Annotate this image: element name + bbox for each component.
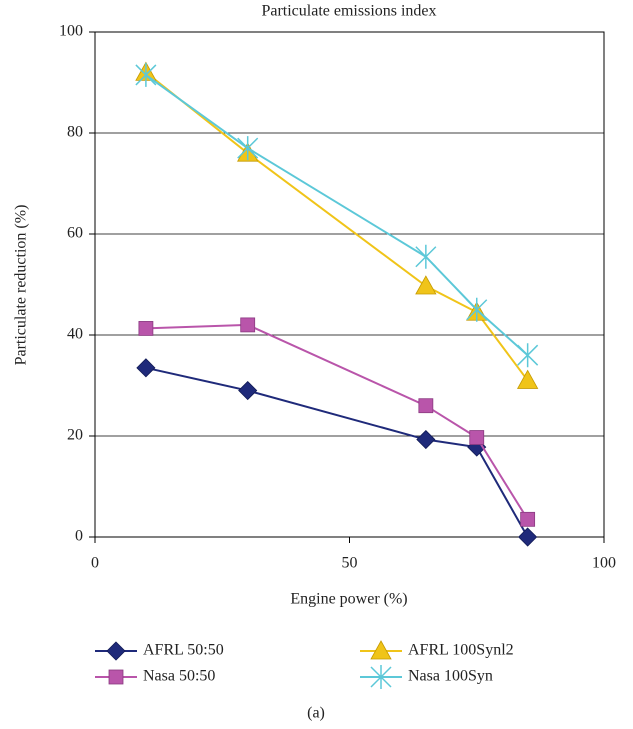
x-tick-label: 0 [91, 555, 99, 572]
data-point [517, 343, 539, 368]
y-tick-label: 40 [67, 326, 83, 343]
legend-marker [108, 669, 124, 685]
data-point [418, 398, 434, 414]
chart-title: Particulate emissions index [261, 3, 436, 20]
data-point [469, 430, 485, 445]
plot-frame [94, 31, 605, 538]
data-point [466, 297, 488, 322]
data-point [240, 317, 256, 333]
legend-label: Nasa 50:50 [143, 668, 215, 685]
data-point [415, 244, 437, 269]
series-line [145, 71, 529, 382]
y-tick-label: 20 [67, 427, 83, 444]
y-tick-label: 100 [59, 23, 83, 40]
y-tick-label: 60 [67, 225, 83, 242]
data-point [237, 136, 259, 161]
x-tick-label: 100 [592, 555, 616, 572]
data-point [520, 511, 536, 527]
series-line [145, 366, 529, 538]
data-point [518, 527, 538, 547]
x-axis-label: Engine power (%) [290, 591, 407, 608]
data-point [238, 380, 258, 401]
legend-marker [370, 640, 392, 660]
legend-marker [370, 665, 392, 689]
y-tick-label: 0 [75, 528, 83, 545]
y-axis-label: Particulate reduction (%) [13, 205, 30, 366]
y-tick-label: 80 [67, 124, 83, 141]
legend-label: AFRL 50:50 [143, 642, 224, 659]
caption: (a) [307, 705, 325, 722]
legend-marker [106, 641, 126, 661]
data-point [135, 62, 157, 87]
data-point [516, 369, 539, 389]
series-line [145, 323, 529, 520]
data-point [136, 358, 156, 378]
x-tick-label: 50 [342, 555, 358, 572]
data-point [415, 275, 437, 295]
data-point [138, 321, 154, 336]
legend-label: AFRL 100Synl2 [408, 642, 514, 659]
data-point [416, 429, 436, 450]
legend-label: Nasa 100Syn [408, 668, 493, 685]
